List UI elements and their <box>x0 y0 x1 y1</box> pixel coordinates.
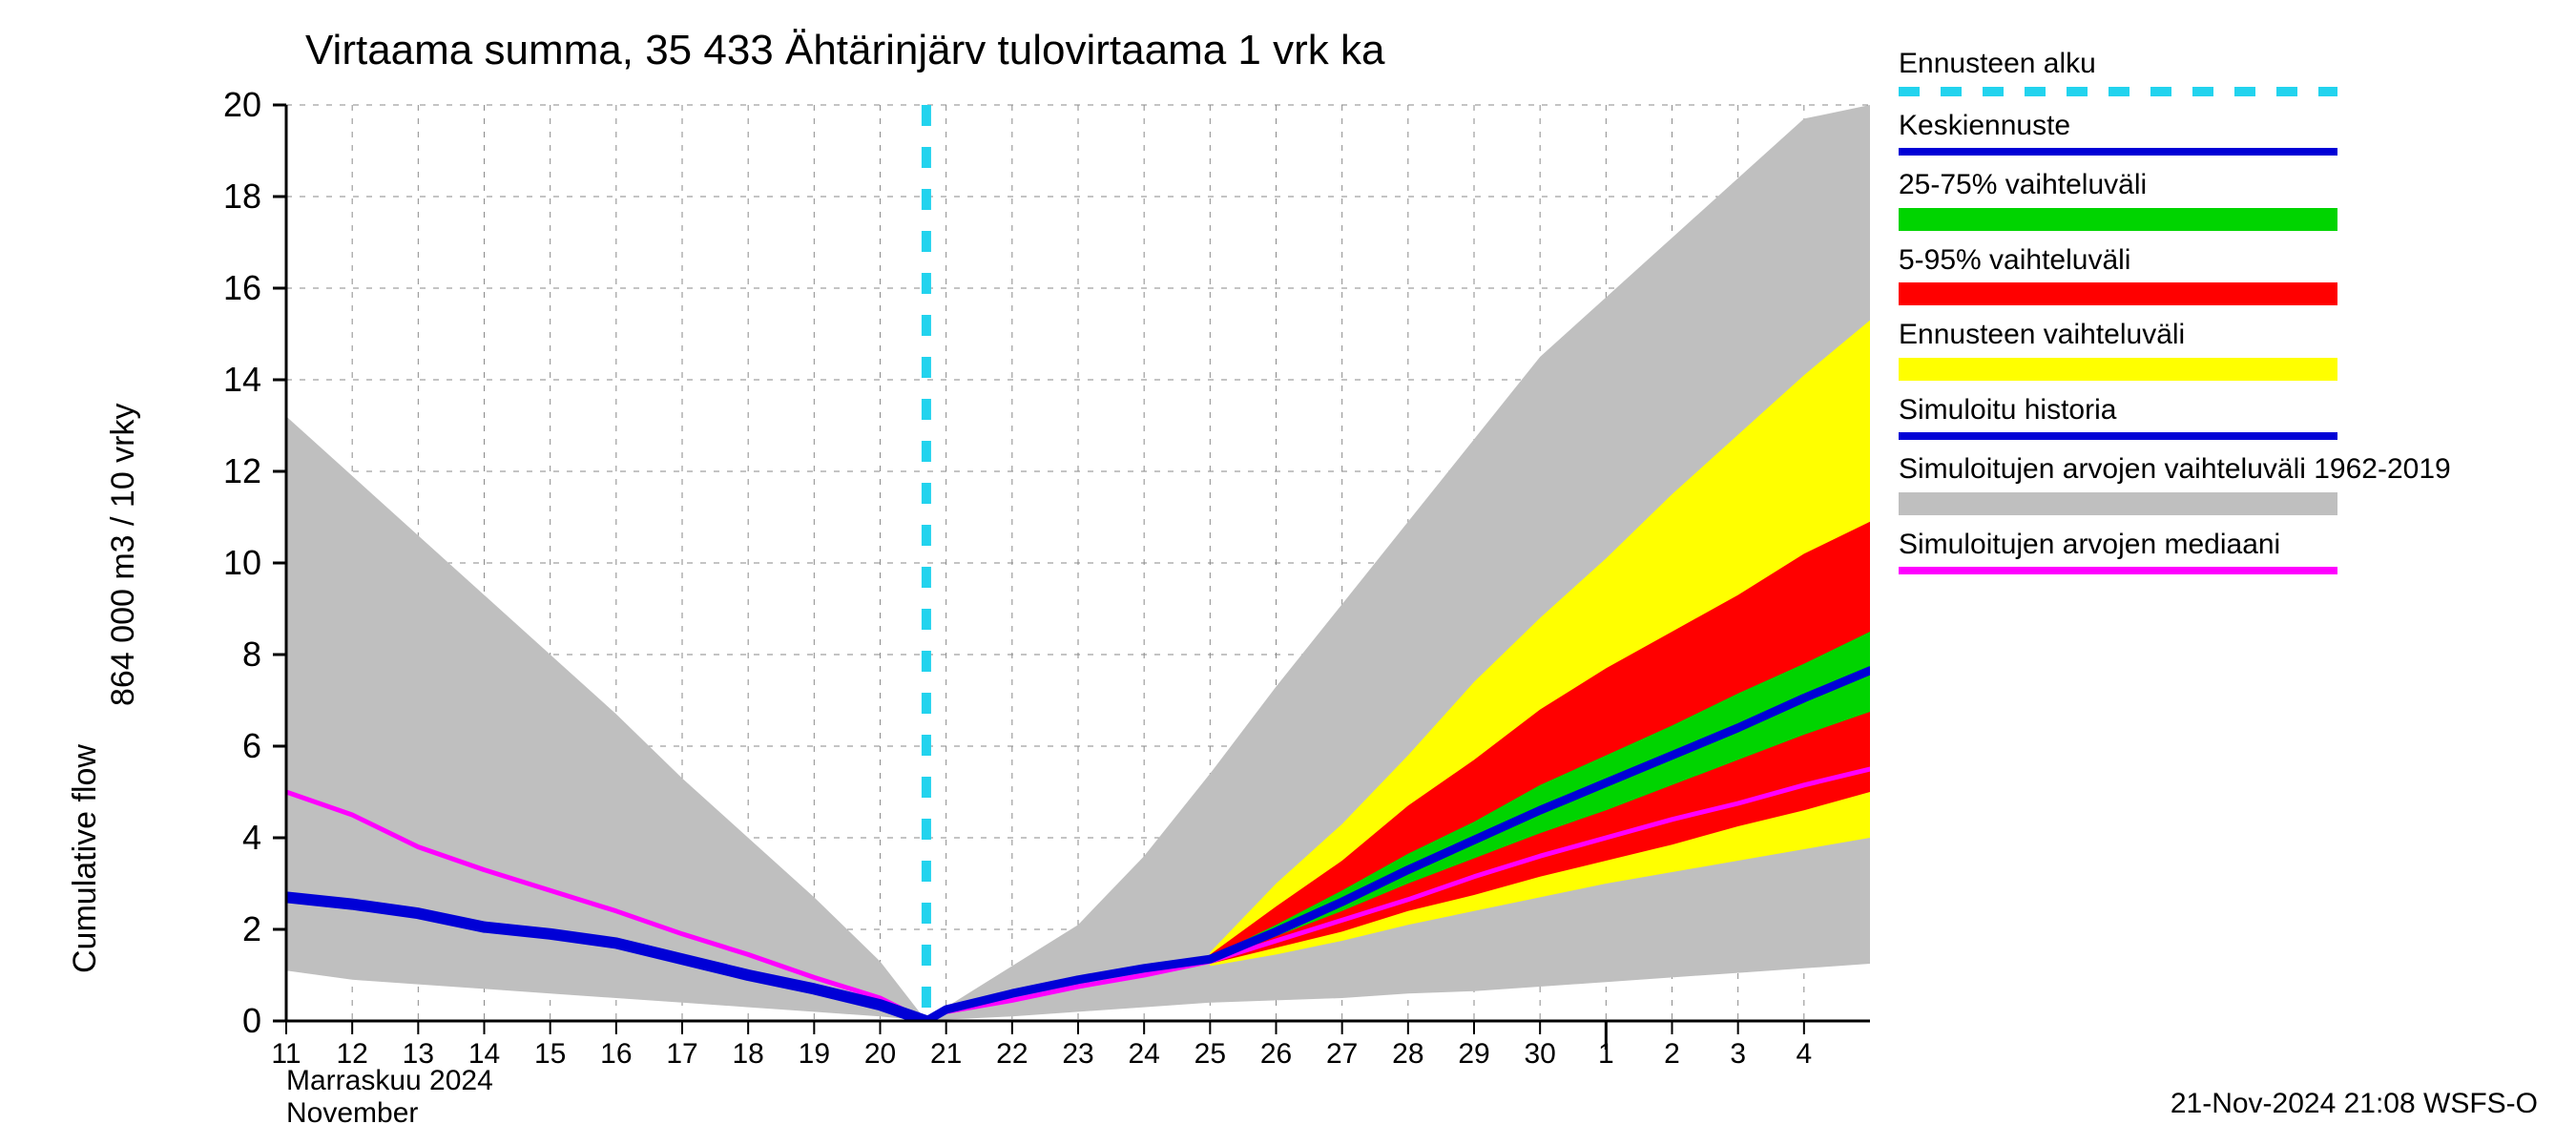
xtick-label: 28 <box>1392 1038 1423 1070</box>
legend-label: Simuloitujen arvojen mediaani <box>1899 529 2547 562</box>
legend-label: Ennusteen alku <box>1899 48 2547 81</box>
legend-swatch <box>1899 358 2337 381</box>
xlabel-1: Marraskuu 2024 <box>286 1065 493 1097</box>
legend-swatch <box>1899 148 2337 156</box>
ylabel-1: Cumulative flow <box>67 744 104 973</box>
legend-label: Keskiennuste <box>1899 110 2547 143</box>
ylabel-2: 864 000 m3 / 10 vrky <box>105 403 142 706</box>
legend-item-4: Ennusteen vaihteluväli <box>1899 319 2547 381</box>
xtick-label: 16 <box>600 1038 632 1070</box>
xlabel-2: November <box>286 1097 418 1130</box>
ytick-label: 4 <box>242 818 261 857</box>
legend-item-6: Simuloitujen arvojen vaihteluväli 1962-2… <box>1899 453 2547 515</box>
legend-label: Ennusteen vaihteluväli <box>1899 319 2547 352</box>
ytick-label: 16 <box>223 268 261 307</box>
legend-item-5: Simuloitu historia <box>1899 394 2547 441</box>
legend: Ennusteen alku Keskiennuste 25-75% vaihtel… <box>1899 48 2547 588</box>
legend-label: Simuloitu historia <box>1899 394 2547 427</box>
ytick-label: 6 <box>242 726 261 765</box>
xtick-label: 20 <box>864 1038 896 1070</box>
legend-swatch <box>1899 492 2337 515</box>
legend-label: 25-75% vaihteluväli <box>1899 169 2547 202</box>
xtick-label: 23 <box>1062 1038 1093 1070</box>
xtick-label: 21 <box>930 1038 962 1070</box>
legend-swatch <box>1899 567 2337 574</box>
xtick-label: 4 <box>1796 1038 1812 1070</box>
xtick-label: 19 <box>799 1038 830 1070</box>
ytick-label: 0 <box>242 1001 261 1040</box>
xtick-label: 24 <box>1128 1038 1159 1070</box>
xtick-label: 1 <box>1598 1038 1614 1070</box>
legend-swatch <box>1899 87 2337 96</box>
xtick-label: 17 <box>666 1038 697 1070</box>
legend-swatch <box>1899 208 2337 231</box>
footer-timestamp: 21-Nov-2024 21:08 WSFS-O <box>2171 1088 2538 1120</box>
legend-item-0: Ennusteen alku <box>1899 48 2547 96</box>
ytick-label: 12 <box>223 451 261 490</box>
ytick-label: 18 <box>223 177 261 216</box>
ytick-label: 14 <box>223 360 261 399</box>
ytick-label: 20 <box>223 85 261 124</box>
legend-item-1: Keskiennuste <box>1899 110 2547 156</box>
xtick-label: 2 <box>1664 1038 1680 1070</box>
xtick-label: 26 <box>1260 1038 1292 1070</box>
legend-item-7: Simuloitujen arvojen mediaani <box>1899 529 2547 575</box>
xtick-label: 30 <box>1524 1038 1555 1070</box>
ytick-label: 8 <box>242 635 261 674</box>
chart-title: Virtaama summa, 35 433 Ähtärinjärv tulov… <box>305 27 1384 74</box>
ytick-label: 10 <box>223 543 261 582</box>
legend-label: 5-95% vaihteluväli <box>1899 244 2547 278</box>
xtick-label: 29 <box>1458 1038 1489 1070</box>
legend-label: Simuloitujen arvojen vaihteluväli 1962-2… <box>1899 453 2547 487</box>
xtick-label: 15 <box>534 1038 566 1070</box>
xtick-label: 3 <box>1730 1038 1746 1070</box>
legend-item-3: 5-95% vaihteluväli <box>1899 244 2547 306</box>
legend-swatch <box>1899 432 2337 440</box>
xtick-label: 18 <box>732 1038 763 1070</box>
ytick-label: 2 <box>242 909 261 948</box>
legend-item-2: 25-75% vaihteluväli <box>1899 169 2547 231</box>
xtick-label: 25 <box>1195 1038 1226 1070</box>
legend-swatch <box>1899 282 2337 305</box>
xtick-label: 22 <box>996 1038 1028 1070</box>
xtick-label: 27 <box>1326 1038 1358 1070</box>
